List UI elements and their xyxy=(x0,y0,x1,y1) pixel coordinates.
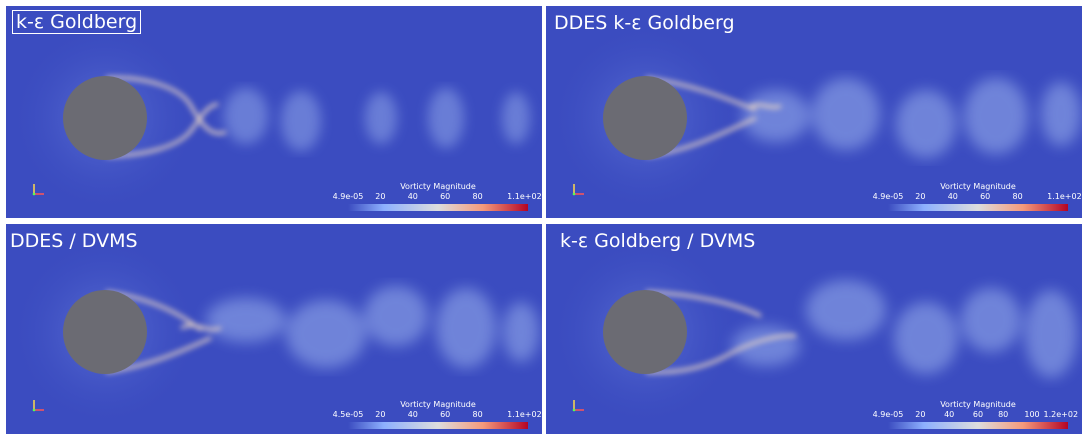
colorbar-title: Vorticty Magnitude xyxy=(400,182,476,191)
colorbar-tick: 80 xyxy=(998,410,1009,419)
axes-triad-icon xyxy=(572,400,584,412)
colorbar-title: Vorticty Magnitude xyxy=(400,400,476,409)
colorbar-tick: 20 xyxy=(915,192,926,201)
panel-k-epsilon-goldberg-dvms: k-ε Goldberg / DVMS Vorticty Magnitude 4… xyxy=(546,224,1082,434)
colorbar: Vorticty Magnitude 4.5e-05 20 40 60 80 1… xyxy=(333,400,542,434)
colorbar-tick: 20 xyxy=(375,192,386,201)
colorbar-tick: 4.5e-05 xyxy=(332,410,364,419)
cylinder xyxy=(63,76,147,160)
colorbar: Vorticty Magnitude 4.9e-05 20 40 60 80 1… xyxy=(333,182,542,218)
colorbar-tick: 60 xyxy=(972,410,984,419)
panel-title: k-ε Goldberg xyxy=(12,10,142,34)
colorbar-title: Vorticty Magnitude xyxy=(940,182,1016,191)
colorbar-tick: 40 xyxy=(407,410,418,419)
colorbar: Vorticty Magnitude 4.9e-05 20 40 60 80 1… xyxy=(873,182,1082,218)
axes-triad-icon xyxy=(32,184,44,196)
colorbar-tick: 100 xyxy=(1024,410,1040,419)
panel-title: DDES / DVMS xyxy=(10,230,138,252)
colorbar-gradient xyxy=(888,204,1068,211)
colorbar-tick: 1.1e+02 xyxy=(507,410,542,419)
cylinder xyxy=(603,76,687,160)
axes-triad-icon xyxy=(572,184,584,196)
colorbar-tick: 4.9e-05 xyxy=(872,410,904,419)
vorticity-field-2 xyxy=(550,23,1081,213)
panel-ddes-dvms: DDES / DVMS Vorticty Magnitude 4.5e-05 2… xyxy=(6,224,542,434)
panel-title: k-ε Goldberg / DVMS xyxy=(560,230,756,252)
vorticity-field-1 xyxy=(10,23,530,213)
colorbar-tick: 40 xyxy=(407,192,418,201)
vorticity-field-4 xyxy=(550,237,1077,427)
colorbar-tick: 4.9e-05 xyxy=(872,192,904,201)
axes-triad-icon xyxy=(32,400,44,412)
vorticity-field-3 xyxy=(10,237,539,427)
colorbar-tick: 60 xyxy=(980,192,991,201)
colorbar-tick: 60 xyxy=(440,192,451,201)
colorbar-tick: 1.2e+02 xyxy=(1043,410,1079,419)
colorbar: Vorticty Magnitude 4.9e-05 20 40 60 80 1… xyxy=(873,400,1078,434)
colorbar-tick: 20 xyxy=(375,410,386,419)
panel-title: DDES k-ε Goldberg xyxy=(554,12,735,34)
colorbar-gradient xyxy=(348,422,528,429)
colorbar-tick: 4.9e-05 xyxy=(332,192,364,201)
panel-k-epsilon-goldberg: k-ε Goldberg Vorticty Magnitude 4.9e-05 … xyxy=(6,6,542,218)
colorbar-tick: 80 xyxy=(472,410,483,419)
colorbar-tick: 80 xyxy=(1012,192,1023,201)
colorbar-tick: 40 xyxy=(947,192,958,201)
colorbar-title: Vorticty Magnitude xyxy=(940,400,1016,409)
colorbar-tick: 80 xyxy=(472,192,483,201)
panel-ddes-k-epsilon-goldberg: DDES k-ε Goldberg Vorticty Magnitude 4.9… xyxy=(546,6,1082,218)
colorbar-tick: 40 xyxy=(944,410,955,419)
colorbar-tick: 60 xyxy=(440,410,451,419)
colorbar-gradient xyxy=(348,204,528,211)
cylinder xyxy=(603,290,687,374)
colorbar-gradient xyxy=(888,422,1068,429)
colorbar-tick: 1.1e+02 xyxy=(1047,192,1082,201)
colorbar-tick: 20 xyxy=(915,410,926,419)
colorbar-tick: 1.1e+02 xyxy=(507,192,542,201)
cylinder xyxy=(63,290,147,374)
